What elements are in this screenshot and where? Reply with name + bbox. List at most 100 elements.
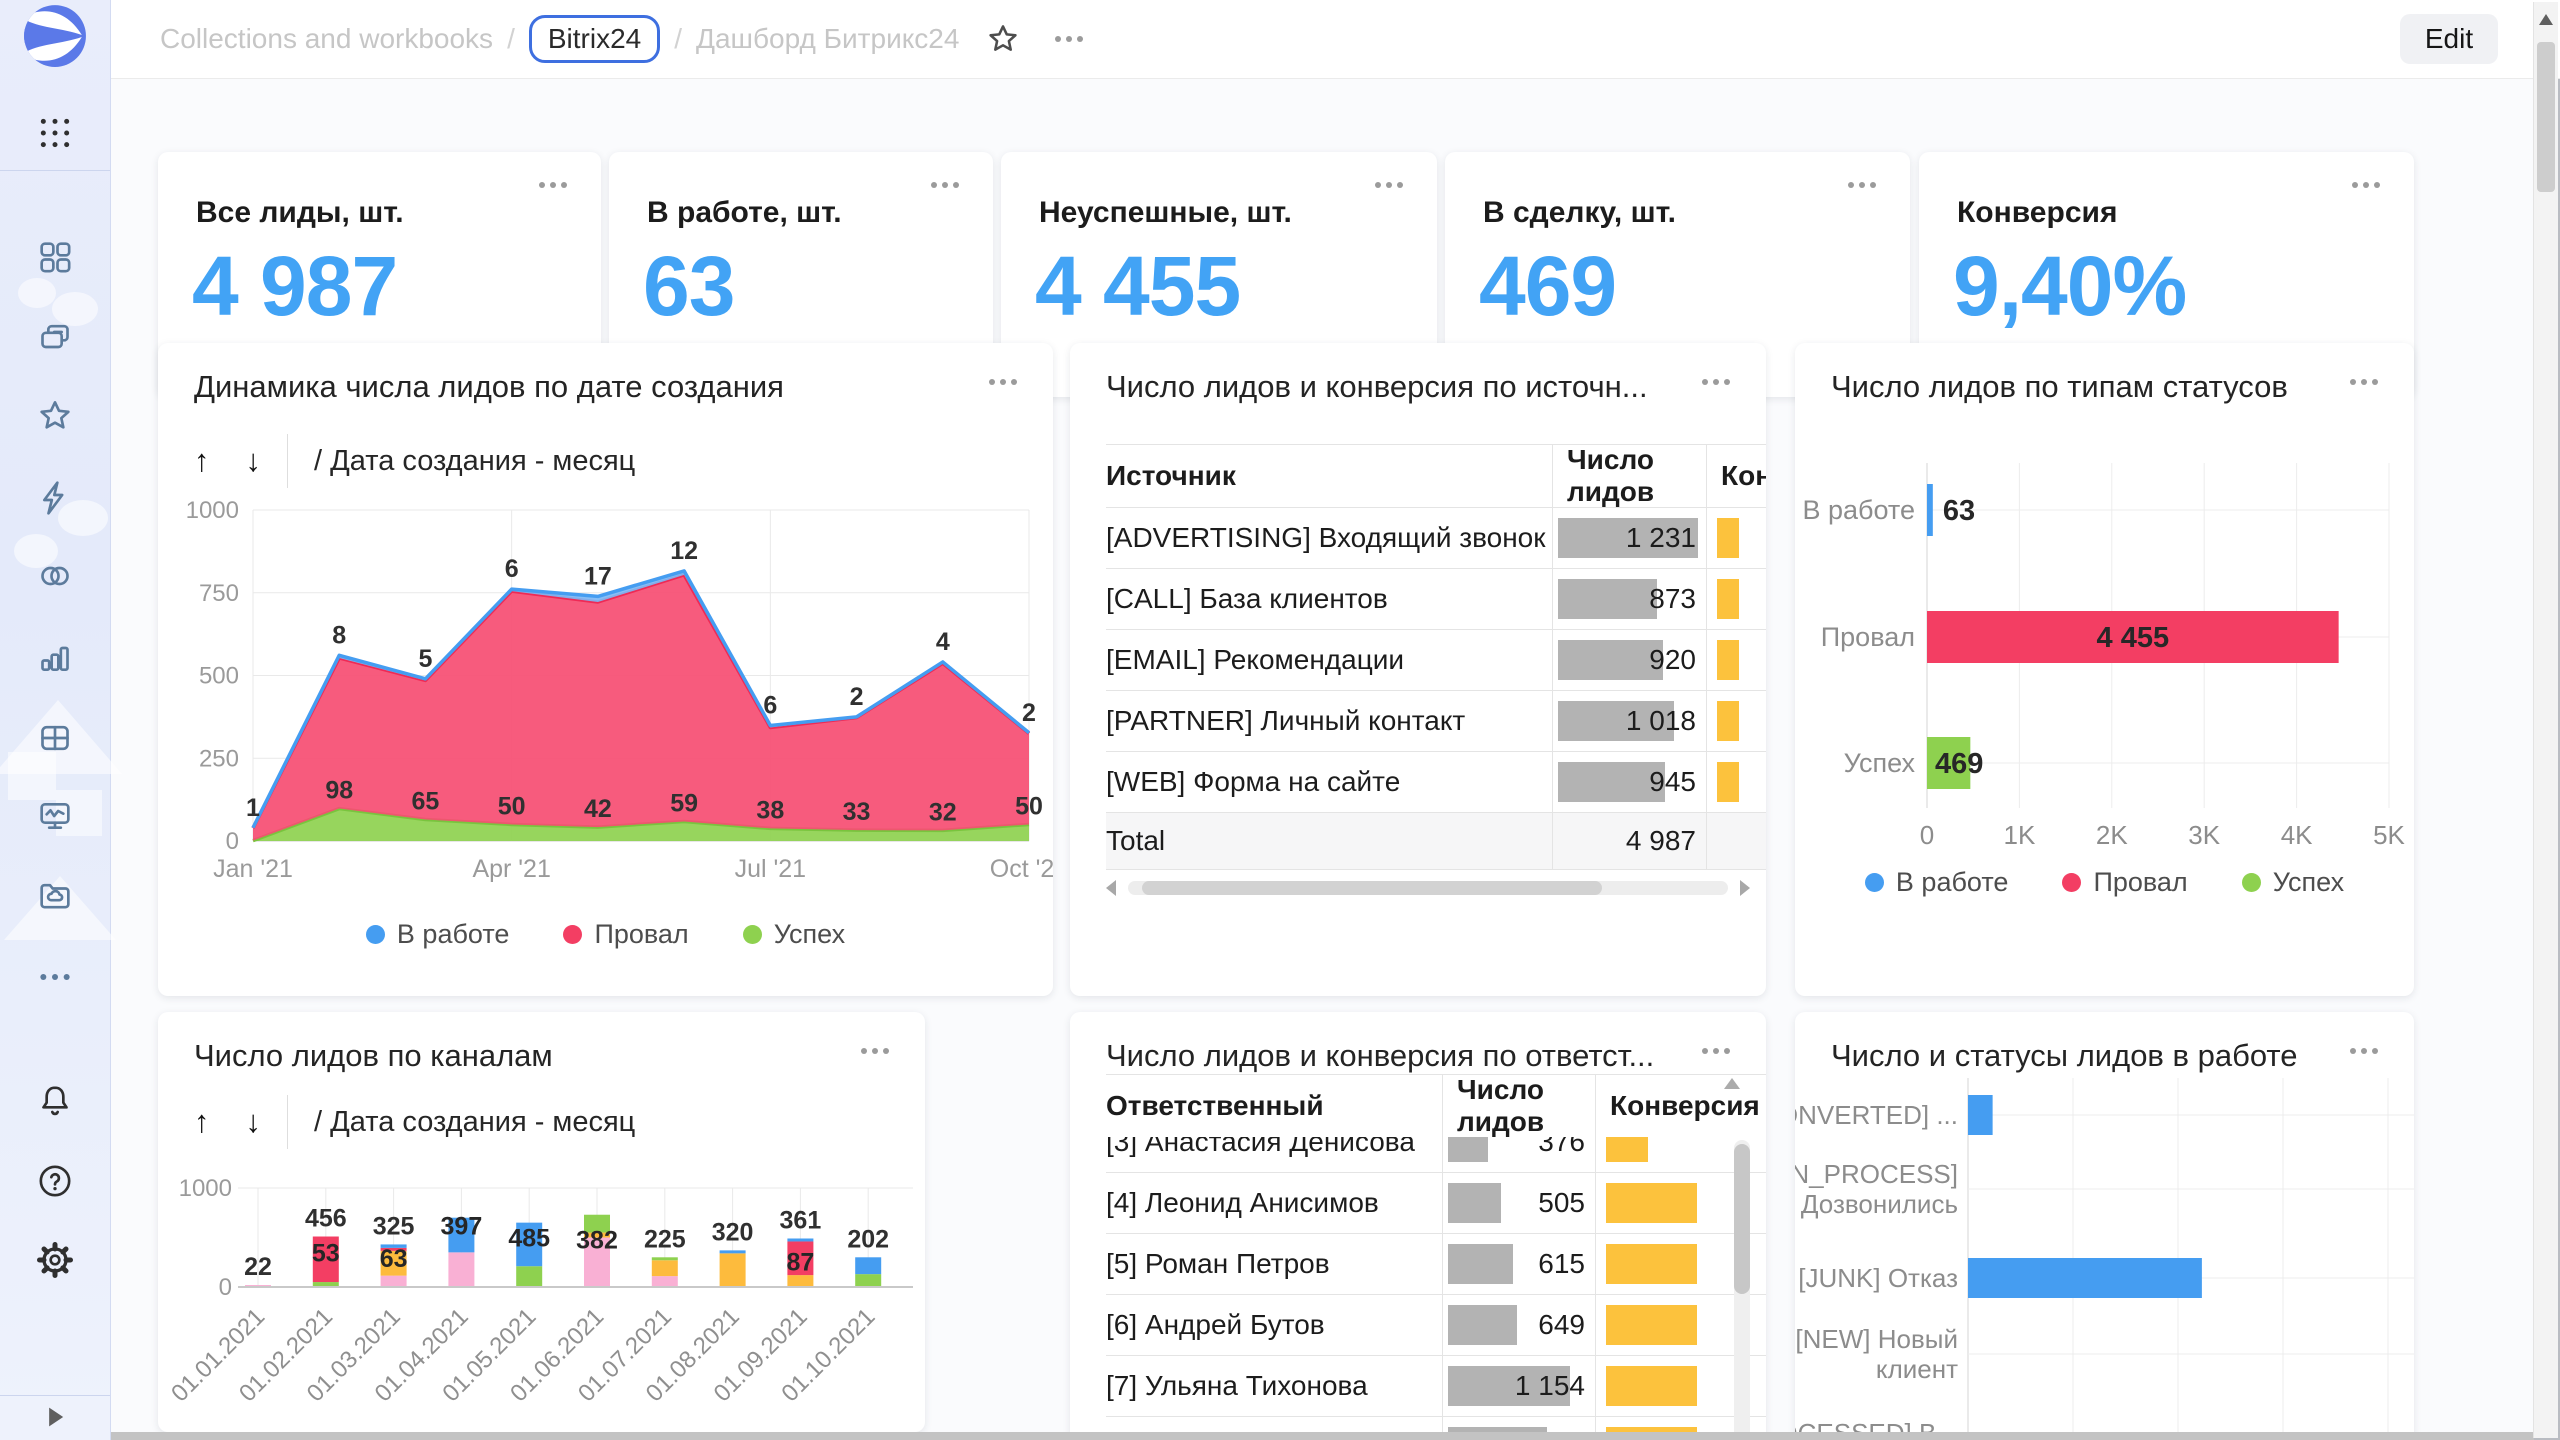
sidebar-item-collections[interactable] xyxy=(29,313,81,365)
table-row: [CALL] База клиентов 873 xyxy=(1106,568,1766,629)
sidebar-item-tables[interactable] xyxy=(29,714,81,766)
cell-conversion xyxy=(1706,508,1766,568)
cell-value-text: 920 xyxy=(1649,644,1696,675)
svg-text:325: 325 xyxy=(373,1212,415,1240)
card-menu-icon[interactable] xyxy=(2352,182,2380,188)
breadcrumb-separator: / xyxy=(674,23,682,54)
scroll-right-icon[interactable] xyxy=(1740,880,1750,896)
sidebar-item-dashboards[interactable] xyxy=(29,233,81,285)
card-menu-icon[interactable] xyxy=(1702,379,1730,385)
scroll-left-icon[interactable] xyxy=(1106,880,1116,896)
sidebar-item-help[interactable] xyxy=(29,1157,81,1209)
legend-item[interactable]: Провал xyxy=(563,919,689,950)
breadcrumb-collections[interactable]: Collections and workbooks xyxy=(160,23,494,54)
svg-text:33: 33 xyxy=(843,798,871,826)
sidebar-item-apps-grid[interactable] xyxy=(29,109,81,161)
kpi-value: 9,40% xyxy=(1953,239,2187,333)
legend-item[interactable]: Успех xyxy=(742,919,845,950)
edit-button[interactable]: Edit xyxy=(2400,14,2498,64)
card-menu-icon[interactable] xyxy=(1848,182,1876,188)
table-row: [3] Анастасия Денисова 376 xyxy=(1106,1137,1766,1172)
value-bar xyxy=(1558,640,1663,680)
cell-conversion xyxy=(1595,1234,1766,1294)
drill-down-icon[interactable]: ↓ xyxy=(245,1104,262,1139)
card-menu-icon[interactable] xyxy=(2350,1048,2378,1054)
page-scrollbar[interactable] xyxy=(2533,2,2558,1438)
svg-text:59: 59 xyxy=(670,789,698,817)
scrollbar-thumb[interactable] xyxy=(2537,42,2555,192)
sidebar-item-monitoring[interactable] xyxy=(29,792,81,844)
horizontal-scrollbar[interactable] xyxy=(1106,879,1750,897)
breadcrumb-dashboard[interactable]: Дашборд Битрикс24 xyxy=(696,23,960,54)
cell-value: 1 018 xyxy=(1552,691,1706,751)
column-header[interactable]: Число лидов xyxy=(1552,445,1706,507)
card-menu-icon[interactable] xyxy=(861,1048,889,1054)
card-menu-icon[interactable] xyxy=(539,182,567,188)
card-title: Число лидов и конверсия по источн... xyxy=(1106,369,1648,404)
sidebar-item-charts[interactable] xyxy=(29,634,81,686)
card-title: Число лидов по каналам xyxy=(194,1038,553,1073)
svg-text:Oct '21: Oct '21 xyxy=(990,855,1053,883)
sidebar-item-favorites[interactable] xyxy=(29,392,81,444)
vertical-scrollbar[interactable] xyxy=(1734,1140,1750,1440)
scrollbar-thumb[interactable] xyxy=(1734,1144,1750,1294)
sidebar-item-datalens-logo[interactable] xyxy=(24,4,86,67)
card-menu-icon[interactable] xyxy=(989,379,1017,385)
dashboard-menu-icon[interactable] xyxy=(1055,36,1084,42)
card-menu-icon[interactable] xyxy=(2350,379,2378,385)
datasets-icon xyxy=(35,556,75,601)
legend-item[interactable]: Успех xyxy=(2241,867,2344,898)
sidebar-item-connections[interactable] xyxy=(29,474,81,526)
value-bar xyxy=(1448,1366,1570,1406)
column-header[interactable]: Источник xyxy=(1106,460,1236,491)
sidebar-item-expand[interactable] xyxy=(29,1393,81,1440)
responsible-table: Ответственный Число лидов Конверсия [3] Анас… xyxy=(1106,1074,1766,1440)
svg-text:Успех: Успех xyxy=(1844,748,1916,778)
svg-text:22: 22 xyxy=(244,1253,272,1281)
svg-text:320: 320 xyxy=(712,1218,754,1246)
column-header[interactable]: Число лидов xyxy=(1442,1075,1595,1137)
kpi-title: Все лиды, шт. xyxy=(196,196,404,229)
column-header[interactable]: Конверсия xyxy=(1706,445,1766,507)
sources-table: Источник ЧислолидовКонверсия[ADVERTISING]… xyxy=(1106,444,1766,870)
chart-legend: В работе Провал Успех xyxy=(1795,867,2414,898)
cell-value-text: 376 xyxy=(1538,1137,1585,1157)
sidebar-item-storage[interactable] xyxy=(29,872,81,924)
drill-breadcrumb[interactable]: / Дата создания - месяц xyxy=(314,444,636,477)
svg-text:12: 12 xyxy=(670,537,698,565)
value-bar xyxy=(1448,1137,1488,1162)
scrollbar-track[interactable] xyxy=(1128,881,1728,895)
svg-text:225: 225 xyxy=(644,1225,686,1253)
legend-item[interactable]: В работе xyxy=(365,919,509,950)
cell-value: 615 xyxy=(1442,1234,1595,1294)
sidebar-item-more[interactable] xyxy=(29,953,81,1005)
column-header[interactable]: Ответственный xyxy=(1106,1090,1324,1121)
svg-text:456: 456 xyxy=(305,1205,347,1233)
table-row: [ADVERTISING] Входящий звонок 1 231 xyxy=(1106,507,1766,568)
sidebar-item-datasets[interactable] xyxy=(29,552,81,604)
datalens-logo xyxy=(22,3,88,74)
value-bar xyxy=(1448,1244,1513,1284)
cell-conversion xyxy=(1706,569,1766,629)
svg-text:361: 361 xyxy=(780,1206,822,1234)
drill-breadcrumb[interactable]: / Дата создания - месяц xyxy=(314,1105,636,1138)
favorite-star-icon[interactable] xyxy=(985,21,1021,57)
breadcrumb-workbook[interactable]: Bitrix24 xyxy=(528,15,661,63)
sort-ascending-icon[interactable] xyxy=(1724,1078,1740,1089)
column-header[interactable]: Конверсия xyxy=(1595,1075,1766,1137)
drill-down-icon[interactable]: ↓ xyxy=(245,443,262,478)
scrollbar-thumb[interactable] xyxy=(1142,881,1602,895)
card-menu-icon[interactable] xyxy=(931,182,959,188)
card-menu-icon[interactable] xyxy=(1702,1048,1730,1054)
svg-text:клиент: клиент xyxy=(1876,1354,1958,1384)
toolbar-divider xyxy=(287,434,288,488)
sidebar-item-settings[interactable] xyxy=(29,1236,81,1288)
legend-item[interactable]: Провал xyxy=(2062,867,2188,898)
drill-up-icon[interactable]: ↑ xyxy=(194,1104,210,1139)
scroll-up-icon[interactable] xyxy=(2539,14,2553,25)
card-menu-icon[interactable] xyxy=(1375,182,1403,188)
cell-label: [4] Леонид Анисимов xyxy=(1106,1187,1379,1218)
legend-item[interactable]: В работе xyxy=(1864,867,2008,898)
drill-up-icon[interactable]: ↑ xyxy=(194,443,210,478)
sidebar-item-notifications[interactable] xyxy=(29,1077,81,1129)
